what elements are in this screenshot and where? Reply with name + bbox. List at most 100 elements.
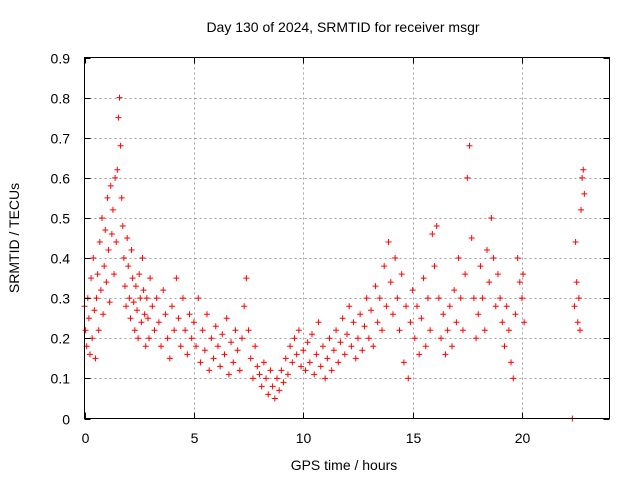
data-point bbox=[514, 255, 521, 262]
data-point bbox=[190, 319, 197, 326]
data-point bbox=[411, 335, 418, 342]
data-points bbox=[81, 94, 588, 422]
y-tick-label: 0 bbox=[62, 412, 70, 428]
data-point bbox=[184, 351, 191, 358]
data-point bbox=[309, 331, 315, 338]
data-point bbox=[177, 343, 184, 350]
data-point bbox=[392, 255, 399, 262]
data-point bbox=[101, 263, 108, 270]
data-point bbox=[143, 295, 150, 302]
data-point bbox=[344, 331, 350, 338]
data-point bbox=[387, 279, 394, 286]
data-point bbox=[389, 311, 396, 318]
data-point bbox=[505, 327, 512, 334]
data-point bbox=[124, 235, 131, 241]
data-point bbox=[324, 355, 331, 362]
x-tick-label: 5 bbox=[191, 430, 199, 446]
data-point bbox=[112, 174, 119, 181]
data-point bbox=[232, 327, 239, 334]
data-point bbox=[304, 339, 311, 346]
data-point bbox=[85, 315, 92, 322]
data-point bbox=[123, 303, 130, 310]
data-point bbox=[519, 295, 525, 302]
data-point bbox=[195, 295, 202, 302]
data-point bbox=[135, 335, 142, 342]
data-point bbox=[219, 331, 226, 338]
y-tick-label: 0.4 bbox=[51, 251, 71, 267]
data-point bbox=[464, 174, 471, 181]
data-point bbox=[158, 343, 165, 350]
data-point bbox=[575, 295, 582, 302]
data-point bbox=[433, 222, 440, 229]
data-point bbox=[455, 255, 462, 262]
data-point bbox=[147, 275, 154, 282]
data-point bbox=[409, 287, 416, 294]
data-point bbox=[234, 347, 241, 354]
data-point bbox=[339, 315, 346, 322]
data-point bbox=[236, 367, 243, 374]
data-point bbox=[151, 327, 158, 334]
data-point bbox=[293, 351, 300, 358]
data-point bbox=[91, 307, 98, 314]
data-point bbox=[451, 287, 458, 294]
data-point bbox=[88, 275, 95, 282]
data-point bbox=[361, 323, 368, 330]
x-tick-label: 0 bbox=[82, 430, 90, 446]
data-point bbox=[99, 214, 105, 221]
data-point bbox=[379, 327, 385, 334]
y-tick-label: 0.5 bbox=[51, 211, 71, 227]
data-point bbox=[438, 335, 445, 342]
x-tick-label: 10 bbox=[296, 430, 312, 446]
tick-marks bbox=[84, 57, 610, 420]
data-point bbox=[578, 206, 585, 213]
data-point bbox=[108, 230, 115, 237]
data-point bbox=[486, 279, 493, 286]
data-point bbox=[114, 166, 121, 173]
data-point bbox=[208, 335, 215, 342]
data-point bbox=[274, 375, 280, 382]
data-point bbox=[267, 367, 274, 374]
data-point bbox=[96, 239, 103, 246]
data-point bbox=[265, 391, 272, 398]
data-point bbox=[370, 343, 377, 350]
data-point bbox=[139, 255, 146, 262]
data-point bbox=[306, 359, 313, 366]
data-point bbox=[442, 351, 449, 358]
data-point bbox=[153, 295, 160, 302]
data-point bbox=[405, 375, 412, 382]
data-point bbox=[197, 359, 204, 366]
data-point bbox=[160, 287, 167, 294]
data-point bbox=[400, 359, 407, 366]
data-point bbox=[93, 295, 100, 302]
data-point bbox=[431, 263, 438, 270]
data-point bbox=[199, 327, 206, 334]
data-point bbox=[512, 311, 519, 318]
data-point bbox=[418, 315, 425, 322]
data-point bbox=[206, 367, 213, 374]
data-point bbox=[164, 335, 171, 342]
data-point bbox=[155, 319, 162, 326]
data-point bbox=[579, 174, 586, 181]
data-point bbox=[132, 283, 139, 290]
data-point bbox=[341, 351, 348, 358]
data-point bbox=[119, 222, 126, 229]
data-point bbox=[239, 335, 245, 342]
data-point bbox=[435, 295, 442, 302]
data-point bbox=[446, 303, 453, 310]
data-point bbox=[313, 351, 320, 358]
data-point bbox=[381, 263, 388, 270]
data-point bbox=[368, 307, 375, 314]
data-point bbox=[470, 295, 477, 302]
y-tick-label: 0.6 bbox=[51, 171, 71, 187]
data-point bbox=[330, 347, 337, 354]
data-point bbox=[225, 371, 232, 378]
data-point bbox=[468, 235, 475, 241]
data-point bbox=[429, 230, 436, 237]
data-point bbox=[359, 347, 366, 354]
data-point bbox=[394, 295, 401, 302]
y-tick-label: 0.8 bbox=[51, 91, 71, 107]
data-point bbox=[315, 319, 322, 326]
data-point bbox=[129, 275, 136, 282]
data-point bbox=[188, 335, 195, 342]
data-point bbox=[580, 166, 587, 173]
